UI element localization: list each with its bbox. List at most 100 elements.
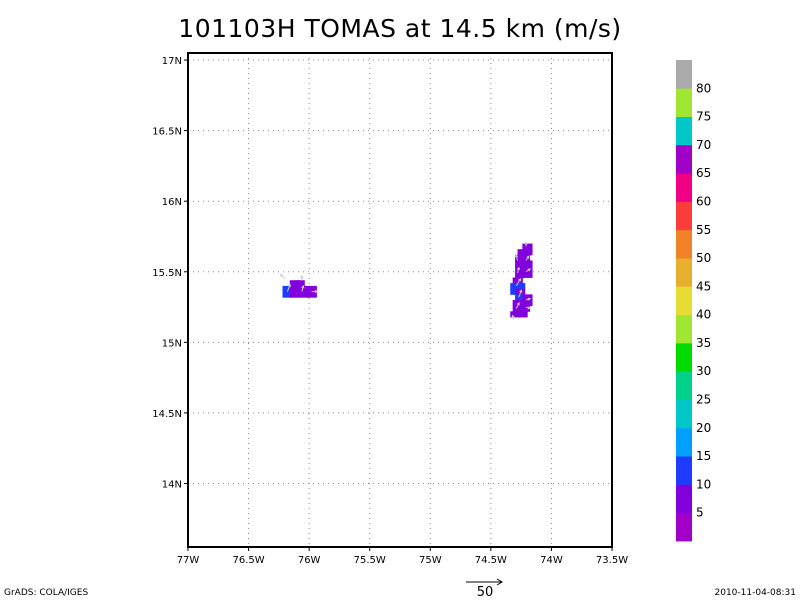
wind-speed-cell bbox=[515, 266, 526, 273]
reference-vector-head bbox=[496, 578, 503, 586]
wind-speed-cell bbox=[306, 285, 317, 293]
wind-speed-cell bbox=[522, 266, 533, 273]
colorbar-segment bbox=[676, 116, 692, 146]
colorbar-segment bbox=[676, 60, 692, 89]
wind-vector bbox=[301, 284, 305, 292]
wind-speed-cell bbox=[519, 305, 531, 312]
y-tick-label: 15.5N bbox=[152, 268, 182, 279]
colorbar-label: 50 bbox=[696, 251, 711, 265]
x-tick-label: 73.5W bbox=[596, 555, 628, 566]
grid-lines bbox=[188, 53, 612, 547]
wind-speed-cells bbox=[282, 243, 533, 318]
colorbar-label: 60 bbox=[696, 194, 711, 208]
colorbar-label: 35 bbox=[696, 336, 711, 350]
colorbar-label: 5 bbox=[696, 506, 704, 520]
colorbar-segment bbox=[676, 144, 692, 174]
x-tick-label: 75W bbox=[419, 555, 442, 566]
y-axis-ticks: 14N 14.5N 15N 15.5N 16N 16.5N 17N bbox=[152, 56, 188, 490]
x-tick-label: 74.5W bbox=[475, 555, 507, 566]
wind-speed-cell bbox=[522, 294, 533, 301]
colorbar-label: 25 bbox=[696, 393, 711, 407]
reference-vector-label: 50 bbox=[476, 585, 494, 600]
wind-speed-cell bbox=[512, 300, 523, 307]
wind-speed-cell bbox=[512, 277, 523, 284]
colorbar-segment bbox=[676, 427, 692, 457]
x-tick-label: 74W bbox=[540, 555, 563, 566]
wind-vectors bbox=[279, 241, 532, 320]
plot-frame bbox=[187, 52, 613, 548]
wind-speed-cell bbox=[515, 271, 526, 278]
wind-speed-cell bbox=[522, 271, 533, 278]
colorbar-segment bbox=[676, 512, 692, 542]
colorbar-segment bbox=[676, 456, 692, 485]
wind-speed-cell bbox=[510, 311, 521, 318]
y-tick-label: 16N bbox=[162, 197, 182, 208]
colorbar-label: 10 bbox=[696, 477, 711, 491]
colorbar-segment bbox=[676, 342, 692, 372]
y-tick-label: 16.5N bbox=[152, 127, 182, 138]
wind-speed-cell bbox=[512, 305, 523, 312]
x-tick-label: 75.5W bbox=[354, 555, 386, 566]
colorbar-label: 30 bbox=[696, 364, 711, 378]
wind-speed-cell bbox=[515, 294, 526, 301]
colorbar-label: 80 bbox=[696, 81, 711, 95]
colorbar-segment bbox=[676, 399, 692, 429]
y-tick-label: 14.5N bbox=[152, 409, 182, 420]
wind-vector bbox=[525, 306, 532, 310]
colorbar-segment bbox=[676, 286, 692, 316]
wind-speed-cell bbox=[519, 254, 531, 261]
colorbar-segment bbox=[676, 484, 692, 514]
chart-title: 101103H TOMAS at 14.5 km (m/s) bbox=[178, 14, 622, 43]
colorbar-segment bbox=[676, 371, 692, 400]
colorbar-label: 15 bbox=[696, 449, 711, 463]
wind-vector bbox=[311, 289, 319, 294]
x-tick-label: 77W bbox=[177, 555, 200, 566]
wind-vector bbox=[515, 301, 520, 309]
footer-timestamp: 2010-11-04-08:31 bbox=[714, 588, 797, 598]
colorbar-segment bbox=[676, 201, 692, 231]
reference-vector bbox=[466, 578, 503, 586]
wind-vector bbox=[525, 268, 532, 273]
wind-speed-cell bbox=[282, 291, 293, 298]
x-tick-label: 76W bbox=[298, 555, 321, 566]
wind-vector bbox=[518, 289, 523, 298]
wind-vector bbox=[525, 255, 530, 261]
colorbar-segment bbox=[676, 173, 692, 202]
colorbar-label: 55 bbox=[696, 223, 711, 237]
colorbar-label: 75 bbox=[696, 110, 711, 124]
wind-vector bbox=[279, 273, 286, 280]
wind-speed-cell bbox=[517, 311, 528, 318]
wind-speed-cell bbox=[306, 291, 317, 298]
wind-speed-cell bbox=[294, 280, 305, 287]
wind-speed-cell bbox=[522, 243, 533, 250]
wind-speed-cell bbox=[515, 283, 526, 290]
wind-vector bbox=[300, 274, 304, 281]
colorbar-segment bbox=[676, 229, 692, 259]
wind-speed-cell bbox=[289, 285, 300, 293]
wind-vector bbox=[515, 277, 522, 287]
y-tick-label: 14N bbox=[162, 479, 182, 490]
wind-vector bbox=[511, 314, 515, 320]
wind-speed-cell bbox=[289, 291, 300, 298]
wind-speed-cell bbox=[299, 291, 310, 298]
colorbar-label: 65 bbox=[696, 166, 711, 180]
wind-speed-cell bbox=[522, 260, 533, 267]
colorbar-label: 70 bbox=[696, 138, 711, 152]
colorbar-label: 45 bbox=[696, 279, 711, 293]
wind-vector bbox=[525, 297, 532, 301]
colorbar: 5 10 15 20 25 30 35 40 45 50 55 60 65 70 75 80 bbox=[676, 60, 711, 542]
wind-speed-cell bbox=[522, 249, 533, 256]
wind-vector bbox=[286, 283, 291, 292]
colorbar-segment bbox=[676, 258, 692, 287]
colorbar-segment bbox=[676, 314, 692, 344]
colorbar-label: 20 bbox=[696, 421, 711, 435]
wind-speed-cell bbox=[522, 300, 533, 307]
wind-speed-cell bbox=[515, 260, 526, 267]
wind-speed-cell bbox=[282, 285, 293, 293]
wind-vector bbox=[516, 266, 521, 274]
colorbar-label: 40 bbox=[696, 308, 711, 322]
y-tick-label: 17N bbox=[162, 56, 182, 67]
y-tick-label: 15N bbox=[162, 338, 182, 349]
x-axis-ticks: 77W 76.5W 76W 75.5W 75W 74.5W 74W 73.5W bbox=[177, 547, 628, 566]
